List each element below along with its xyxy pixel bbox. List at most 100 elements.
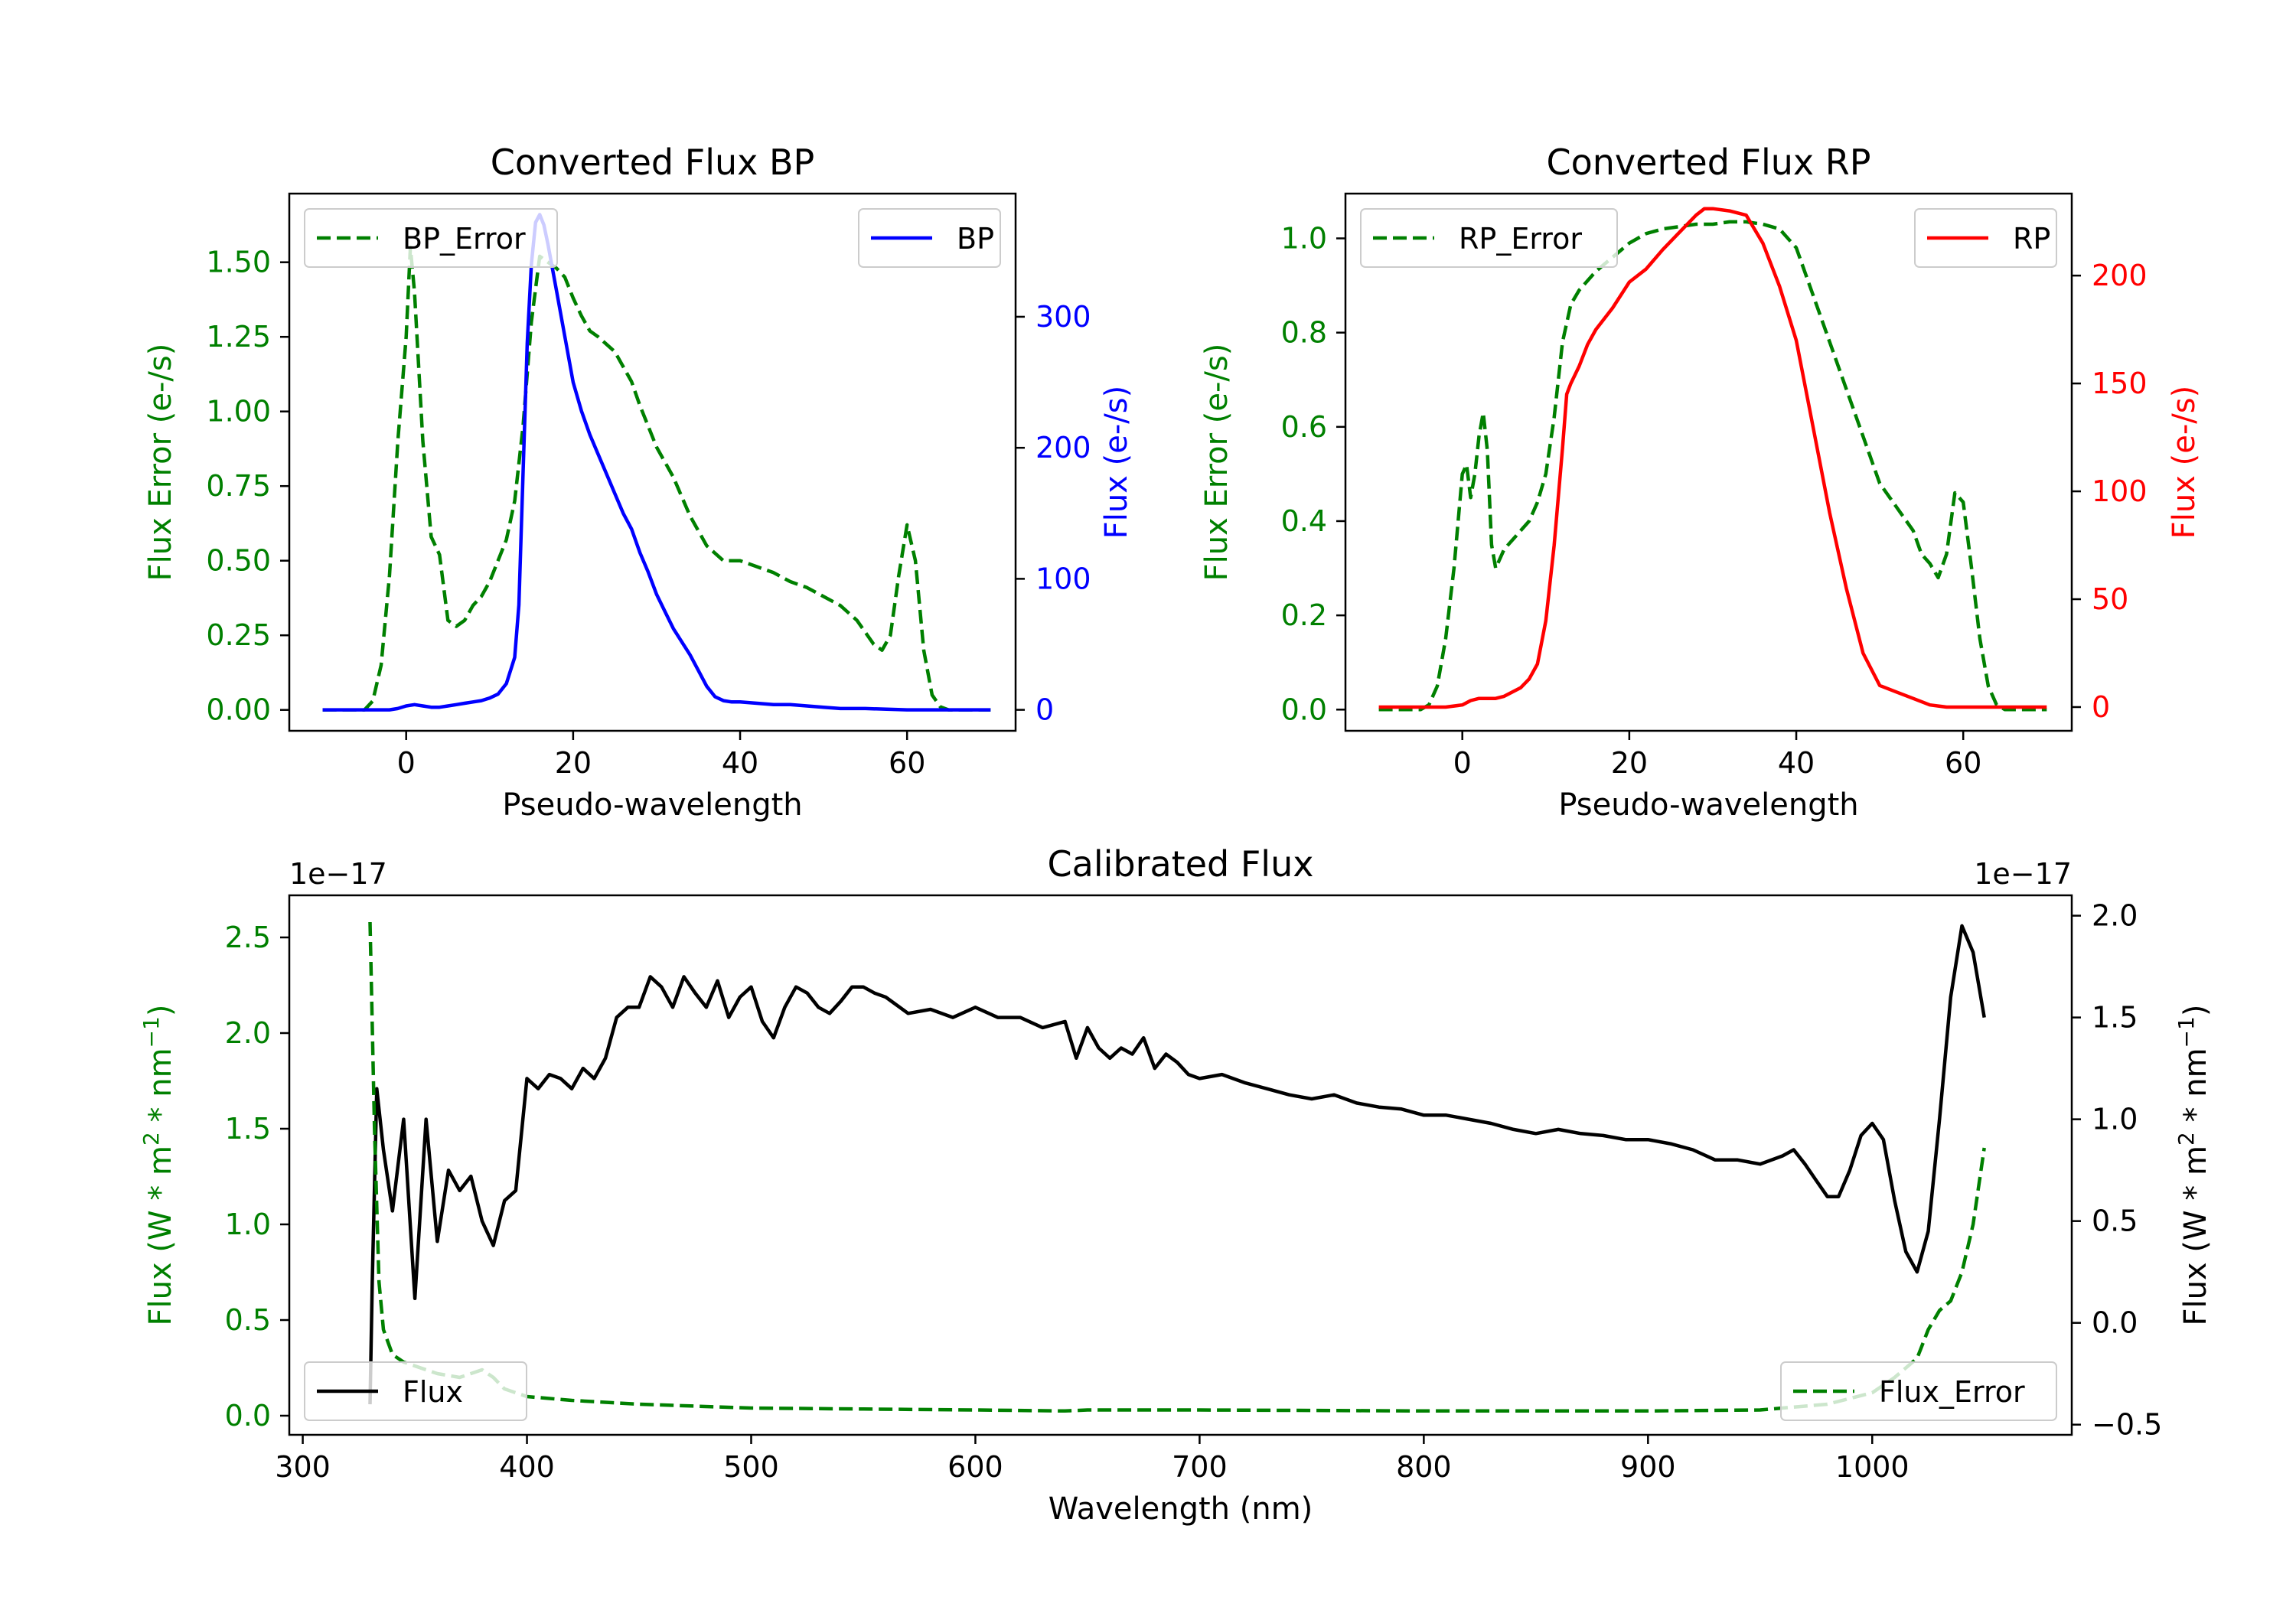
y-right-axis-label: Flux (W * m2 * nm−1) xyxy=(2174,1005,2214,1326)
series-line-rp-error xyxy=(1378,220,2047,712)
plot-frame xyxy=(288,894,2073,1436)
x-tick-label: 20 xyxy=(555,746,592,780)
axis-label-part: 2 xyxy=(139,1132,164,1146)
axis-label-part: * nm xyxy=(143,1048,178,1132)
y-left-tick-label: 0.0 xyxy=(1281,693,1327,726)
y-left-tick-label: 1.50 xyxy=(206,246,271,279)
series-line-flux-error xyxy=(368,921,1986,1413)
y-right-tick-label: 2.0 xyxy=(2092,899,2138,933)
y-right-tick-label: 1.0 xyxy=(2092,1103,2138,1136)
axis-label-part: Flux (W * m xyxy=(2178,1146,2213,1325)
y-right-tick-label: 300 xyxy=(1035,300,1091,334)
legend-label: RP_Error xyxy=(1459,222,1582,256)
axis-label-part: Flux (W * m xyxy=(143,1146,178,1325)
legend-box xyxy=(1780,1361,2057,1421)
y-right-tick-label: 200 xyxy=(1035,431,1091,464)
y-right-tick-label: 100 xyxy=(1035,562,1091,595)
axis-label-part: * nm xyxy=(2178,1048,2213,1132)
x-tick-label: 900 xyxy=(1620,1450,1676,1484)
legend-label: Flux xyxy=(403,1375,463,1409)
y-right-tick-label: 0.0 xyxy=(2092,1306,2138,1340)
legend-flux-error[interactable]: Flux_Error xyxy=(1780,1361,2057,1421)
y-left-tick-label: 0.2 xyxy=(1281,598,1327,632)
chart-title: Calibrated Flux xyxy=(1048,843,1314,885)
y-left-tick-label: 0.6 xyxy=(1281,410,1327,444)
x-axis-label: Wavelength (nm) xyxy=(1049,1491,1313,1527)
series-line-bp xyxy=(322,213,991,712)
x-tick-label: 60 xyxy=(889,746,925,780)
x-tick-label: 1000 xyxy=(1835,1450,1910,1484)
legend-box xyxy=(1360,208,1618,268)
legend-bp[interactable]: BP xyxy=(858,208,1001,268)
y-left-offset-label: 1e−17 xyxy=(289,857,387,891)
y-left-tick-label: 0.0 xyxy=(225,1399,271,1433)
legend-label: BP_Error xyxy=(403,222,526,256)
x-tick-label: 500 xyxy=(723,1450,779,1484)
y-left-tick-label: 1.5 xyxy=(225,1112,271,1146)
legend-rp[interactable]: RP xyxy=(1914,208,2057,268)
x-tick-label: 60 xyxy=(1945,746,1981,780)
y-left-tick-label: 2.0 xyxy=(225,1016,271,1050)
axis-label-part: −1 xyxy=(2174,1016,2199,1048)
y-left-tick-label: 0.8 xyxy=(1281,316,1327,350)
x-tick-label: 40 xyxy=(1778,746,1815,780)
y-right-tick-label: 200 xyxy=(2092,259,2148,292)
x-tick-label: 0 xyxy=(1453,746,1472,780)
x-tick-label: 300 xyxy=(275,1450,331,1484)
y-right-axis-label: Flux (e-/s) xyxy=(2167,386,2202,539)
series-line-flux xyxy=(368,924,1986,1405)
y-left-tick-label: 0.4 xyxy=(1281,504,1327,538)
x-axis-label: Pseudo-wavelength xyxy=(1558,787,1858,823)
legend-bp-error[interactable]: BP_Error xyxy=(304,208,558,268)
y-left-axis-label: Flux Error (e-/s) xyxy=(143,344,178,582)
x-tick-label: 40 xyxy=(722,746,758,780)
y-left-tick-label: 0.50 xyxy=(206,544,271,578)
y-right-tick-label: 50 xyxy=(2092,582,2128,616)
x-tick-label: 20 xyxy=(1611,746,1648,780)
y-right-tick-label: 0.5 xyxy=(2092,1204,2138,1238)
x-tick-label: 700 xyxy=(1172,1450,1228,1484)
y-right-axis-label: Flux (e-/s) xyxy=(1099,386,1134,539)
legend-flux[interactable]: Flux xyxy=(304,1361,527,1421)
y-left-axis-label: Flux (W * m2 * nm−1) xyxy=(139,1005,179,1326)
y-left-tick-label: 1.00 xyxy=(206,395,271,429)
y-right-tick-label: 1.5 xyxy=(2092,1001,2138,1035)
y-left-tick-label: 1.0 xyxy=(1281,222,1327,256)
axis-label-part: −1 xyxy=(139,1016,164,1048)
axis-label-part: ) xyxy=(2178,1005,2213,1017)
plot-frame xyxy=(288,192,1017,732)
x-axis-label: Pseudo-wavelength xyxy=(502,787,802,823)
x-tick-label: 400 xyxy=(499,1450,555,1484)
legend-label: Flux_Error xyxy=(1879,1375,2025,1409)
legend-label: RP xyxy=(2013,222,2050,256)
x-tick-label: 800 xyxy=(1396,1450,1452,1484)
series-line-bp-error xyxy=(322,245,991,712)
y-right-tick-label: 0 xyxy=(1035,693,1054,727)
axis-label-part: ) xyxy=(143,1005,178,1017)
y-right-tick-label: 0 xyxy=(2092,690,2110,724)
axis-label-part: 2 xyxy=(2174,1132,2199,1146)
chart-title: Converted Flux BP xyxy=(491,142,815,183)
y-left-tick-label: 0.00 xyxy=(206,693,271,727)
y-left-tick-label: 1.25 xyxy=(206,320,271,354)
legend-rp-error[interactable]: RP_Error xyxy=(1360,208,1618,268)
y-left-tick-label: 0.75 xyxy=(206,469,271,503)
y-left-tick-label: 0.5 xyxy=(225,1303,271,1337)
legend-label: BP xyxy=(957,222,994,256)
x-tick-label: 600 xyxy=(947,1450,1003,1484)
plot-frame xyxy=(1344,192,2073,732)
x-tick-label: 0 xyxy=(397,746,416,780)
series-line-rp xyxy=(1378,207,2047,709)
y-left-tick-label: 0.25 xyxy=(206,618,271,652)
y-right-offset-label: 1e−17 xyxy=(1974,857,2072,891)
legend-box xyxy=(304,1361,527,1421)
y-left-tick-label: 1.0 xyxy=(225,1208,271,1241)
y-left-axis-label: Flux Error (e-/s) xyxy=(1199,344,1234,582)
y-right-tick-label: 150 xyxy=(2092,367,2148,400)
y-left-tick-label: 2.5 xyxy=(225,921,271,954)
legend-box xyxy=(304,208,558,268)
y-right-tick-label: −0.5 xyxy=(2092,1408,2162,1442)
chart-title: Converted Flux RP xyxy=(1547,142,1871,183)
y-right-tick-label: 100 xyxy=(2092,474,2148,508)
